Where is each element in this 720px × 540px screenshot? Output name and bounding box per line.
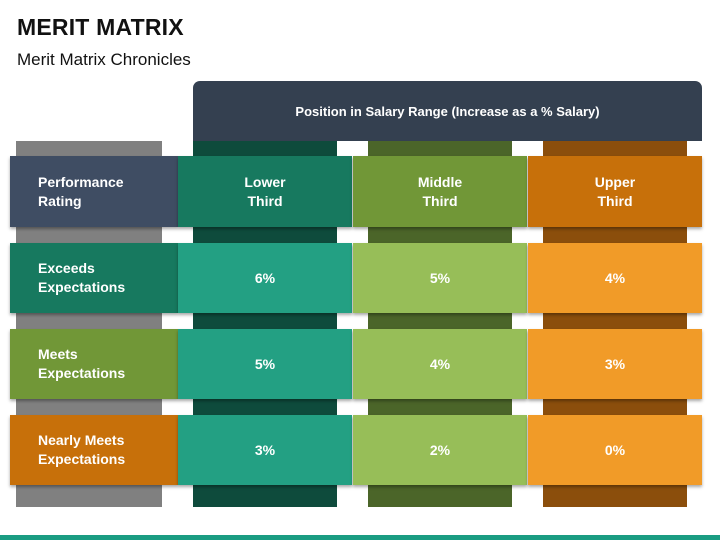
matrix-cell-r2-c1: 5%: [178, 329, 352, 399]
row-label-2: Meets Expectations: [10, 329, 178, 399]
matrix-cell-r3-c3: 0%: [528, 415, 702, 485]
row-label-1: Exceeds Expectations: [10, 243, 178, 313]
column-header-2: Middle Third: [353, 156, 527, 227]
matrix-cell-r1-c1: 6%: [178, 243, 352, 313]
page-subtitle: Merit Matrix Chronicles: [17, 50, 191, 69]
header-banner: Position in Salary Range (Increase as a …: [193, 81, 702, 141]
page-title: MERIT MATRIX: [17, 14, 184, 40]
row-label-3: Nearly Meets Expectations: [10, 415, 178, 485]
matrix-cell-r3-c1: 3%: [178, 415, 352, 485]
matrix-cell-r3-c2: 2%: [353, 415, 527, 485]
row-header-performance-rating: Performance Rating: [10, 156, 178, 227]
column-header-3: Upper Third: [528, 156, 702, 227]
bottom-accent-bar: [0, 535, 720, 540]
matrix-cell-r2-c2: 4%: [353, 329, 527, 399]
matrix-cell-r1-c2: 5%: [353, 243, 527, 313]
matrix-cell-r2-c3: 3%: [528, 329, 702, 399]
column-header-1: Lower Third: [178, 156, 352, 227]
matrix-cell-r1-c3: 4%: [528, 243, 702, 313]
